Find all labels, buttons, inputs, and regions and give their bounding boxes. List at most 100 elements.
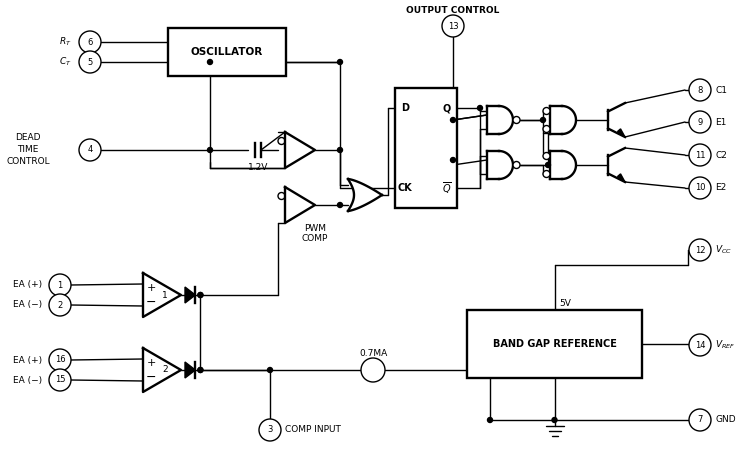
Circle shape bbox=[451, 118, 455, 122]
Circle shape bbox=[198, 292, 203, 298]
Bar bbox=[487, 106, 513, 134]
Text: 2: 2 bbox=[57, 301, 63, 310]
Circle shape bbox=[337, 202, 343, 208]
Circle shape bbox=[49, 274, 71, 296]
Text: D: D bbox=[401, 103, 409, 113]
Circle shape bbox=[208, 60, 212, 64]
Text: 1: 1 bbox=[57, 281, 63, 290]
Text: 15: 15 bbox=[54, 375, 66, 384]
Text: DEAD: DEAD bbox=[15, 134, 41, 143]
Text: $V_{REF}$: $V_{REF}$ bbox=[715, 339, 735, 351]
Circle shape bbox=[278, 192, 285, 200]
Text: +: + bbox=[146, 283, 156, 293]
Circle shape bbox=[689, 239, 711, 261]
Bar bbox=[550, 151, 576, 179]
Text: 9: 9 bbox=[697, 118, 703, 127]
Text: −: − bbox=[146, 295, 156, 309]
Circle shape bbox=[689, 79, 711, 101]
Text: 3: 3 bbox=[267, 426, 273, 435]
Circle shape bbox=[442, 15, 464, 37]
Polygon shape bbox=[185, 287, 195, 303]
Text: Q: Q bbox=[443, 103, 451, 113]
Text: 0.7MA: 0.7MA bbox=[359, 349, 387, 358]
Text: $V_{CC}$: $V_{CC}$ bbox=[715, 244, 732, 256]
Polygon shape bbox=[285, 132, 315, 168]
Polygon shape bbox=[143, 348, 181, 392]
Bar bbox=[467, 310, 642, 378]
Text: 11: 11 bbox=[695, 151, 706, 159]
Text: 7: 7 bbox=[697, 416, 703, 425]
Text: TIME: TIME bbox=[17, 146, 39, 155]
Text: 5: 5 bbox=[87, 57, 92, 66]
Text: 10: 10 bbox=[695, 183, 706, 192]
Circle shape bbox=[208, 147, 212, 153]
Circle shape bbox=[79, 31, 101, 53]
Text: EA (−): EA (−) bbox=[13, 301, 42, 310]
Text: 6: 6 bbox=[87, 37, 92, 46]
Text: E2: E2 bbox=[715, 183, 726, 192]
Text: CONTROL: CONTROL bbox=[6, 157, 50, 166]
Polygon shape bbox=[143, 273, 181, 317]
Text: 2: 2 bbox=[162, 365, 168, 374]
Circle shape bbox=[543, 126, 550, 133]
Text: EA (+): EA (+) bbox=[13, 281, 42, 290]
Text: BAND GAP REFERENCE: BAND GAP REFERENCE bbox=[492, 339, 616, 349]
Text: PWM: PWM bbox=[304, 224, 326, 233]
Circle shape bbox=[478, 106, 483, 110]
Text: OUTPUT CONTROL: OUTPUT CONTROL bbox=[406, 6, 500, 15]
Polygon shape bbox=[348, 179, 382, 211]
Circle shape bbox=[543, 108, 550, 115]
Bar bbox=[487, 151, 513, 179]
Circle shape bbox=[79, 51, 101, 73]
Circle shape bbox=[49, 294, 71, 316]
Text: 5V: 5V bbox=[559, 300, 571, 309]
Circle shape bbox=[361, 358, 385, 382]
Text: COMP INPUT: COMP INPUT bbox=[285, 426, 341, 435]
Circle shape bbox=[689, 177, 711, 199]
Text: −: − bbox=[146, 371, 156, 383]
Circle shape bbox=[198, 292, 203, 298]
Circle shape bbox=[198, 367, 203, 373]
Bar bbox=[168, 28, 286, 76]
Text: $C_T$: $C_T$ bbox=[60, 56, 72, 68]
Text: 13: 13 bbox=[448, 21, 458, 30]
Text: C1: C1 bbox=[715, 85, 727, 94]
Polygon shape bbox=[618, 129, 625, 137]
Text: 1.2V: 1.2V bbox=[248, 163, 268, 172]
Circle shape bbox=[49, 349, 71, 371]
Text: 12: 12 bbox=[695, 246, 706, 255]
Text: 14: 14 bbox=[695, 340, 706, 349]
Text: GND: GND bbox=[715, 416, 735, 425]
Circle shape bbox=[278, 137, 285, 145]
Text: $\overline{Q}$: $\overline{Q}$ bbox=[443, 180, 451, 196]
Circle shape bbox=[513, 162, 520, 168]
Text: EA (+): EA (+) bbox=[13, 356, 42, 365]
Circle shape bbox=[259, 419, 281, 441]
Text: +: + bbox=[146, 358, 156, 368]
Text: E1: E1 bbox=[715, 118, 726, 127]
Circle shape bbox=[552, 418, 557, 422]
Circle shape bbox=[198, 367, 203, 373]
Text: 1: 1 bbox=[162, 291, 168, 300]
Circle shape bbox=[337, 147, 343, 153]
Bar bbox=[550, 106, 576, 134]
Circle shape bbox=[689, 409, 711, 431]
Circle shape bbox=[543, 153, 550, 159]
Polygon shape bbox=[285, 187, 315, 223]
Circle shape bbox=[689, 144, 711, 166]
Text: COMP: COMP bbox=[302, 234, 329, 243]
Text: C2: C2 bbox=[715, 151, 727, 159]
Circle shape bbox=[545, 163, 551, 167]
Polygon shape bbox=[185, 362, 195, 378]
Text: CK: CK bbox=[398, 183, 413, 193]
Text: 8: 8 bbox=[697, 85, 703, 94]
Circle shape bbox=[541, 118, 545, 122]
Text: 4: 4 bbox=[87, 146, 92, 155]
Circle shape bbox=[513, 117, 520, 124]
Text: $R_T$: $R_T$ bbox=[60, 36, 72, 48]
Text: OSCILLATOR: OSCILLATOR bbox=[191, 47, 263, 57]
Circle shape bbox=[487, 418, 492, 422]
Circle shape bbox=[543, 171, 550, 177]
Circle shape bbox=[79, 139, 101, 161]
Bar bbox=[395, 88, 457, 208]
